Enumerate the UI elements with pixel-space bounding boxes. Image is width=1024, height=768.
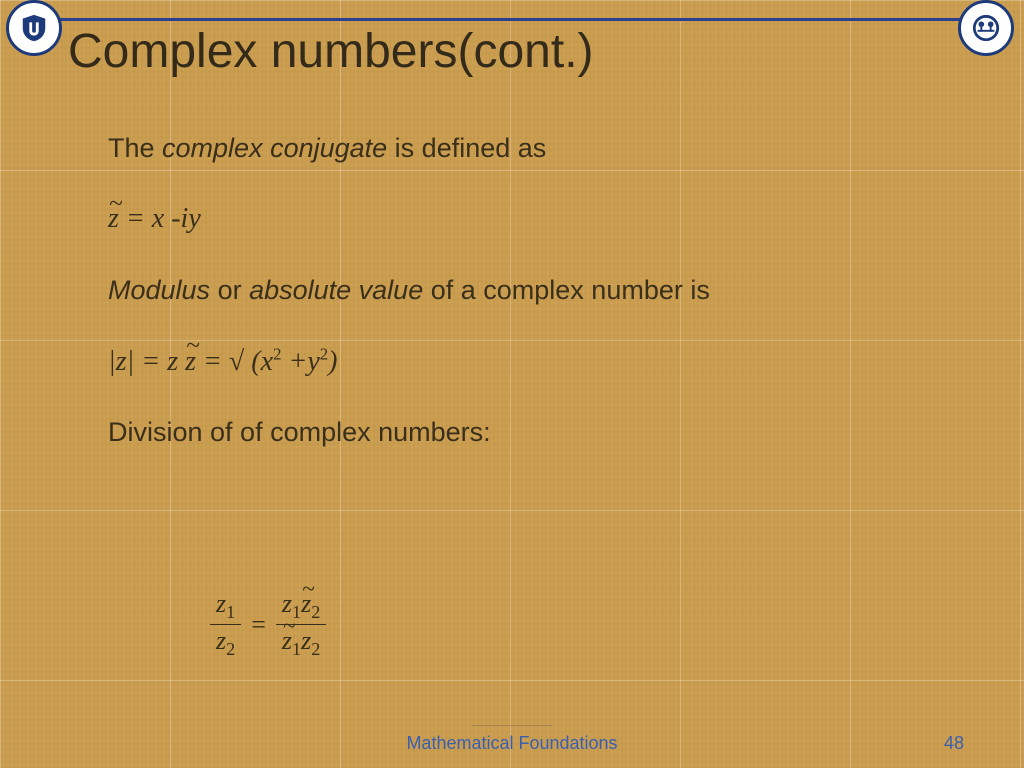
slide: Complex numbers(cont.) The complex conju… (0, 0, 1024, 768)
gear-bridge-icon (971, 13, 1001, 43)
text: The (108, 133, 162, 163)
title-rule (60, 18, 1012, 21)
equation-conjugate: z = x -iy (108, 200, 984, 238)
equals-sign: = (251, 610, 266, 640)
university-logo-left (6, 0, 62, 56)
term-complex-conjugate: complex conjugate (162, 133, 387, 163)
line-modulus-def: Modulus or absolute value of a complex n… (108, 272, 984, 308)
line-division: Division of of complex numbers: (108, 414, 984, 450)
term-absolute-value: absolute value (249, 275, 423, 305)
term-modulus: Modulus (108, 275, 210, 305)
line-conjugate-def: The complex conjugate is defined as (108, 130, 984, 166)
shield-u-icon (19, 13, 49, 43)
equation-division: z1 z2 = z1z2 z1z2 (210, 590, 326, 659)
text: of a complex number is (423, 275, 710, 305)
equation-modulus: |z| = z z = √ (x2 +y2) (108, 343, 984, 381)
fraction-left: z1 z2 (210, 590, 241, 659)
page-number: 48 (944, 733, 964, 754)
text: is defined as (387, 133, 546, 163)
footer-rule (472, 725, 552, 726)
slide-body: The complex conjugate is defined as z = … (108, 130, 984, 485)
slide-title: Complex numbers(cont.) (68, 24, 594, 79)
engineering-logo-right (958, 0, 1014, 56)
text: or (210, 275, 249, 305)
fraction-right: z1z2 z1z2 (276, 590, 326, 659)
footer-text: Mathematical Foundations (0, 733, 1024, 754)
